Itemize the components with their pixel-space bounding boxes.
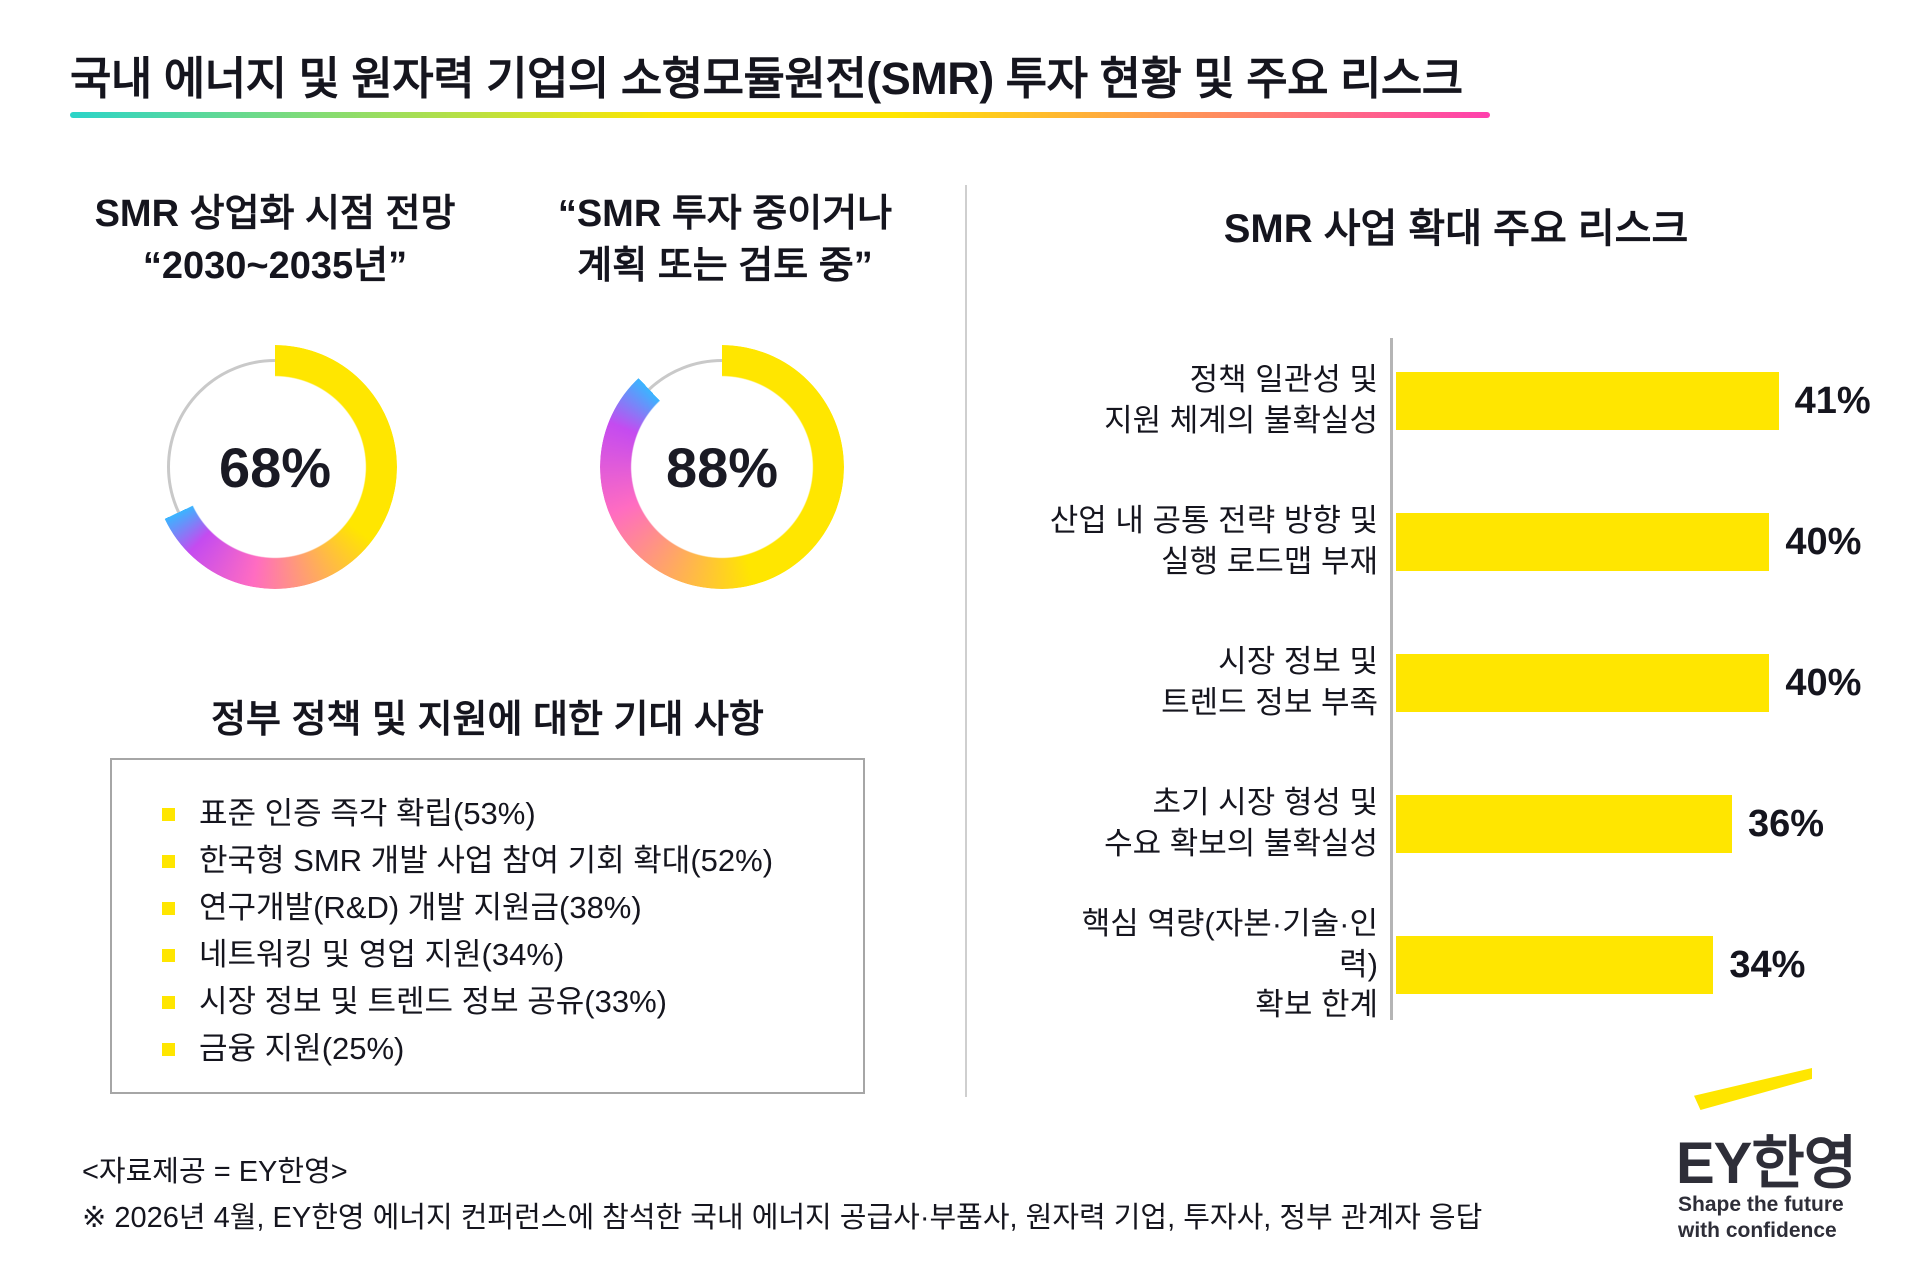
bar-category-line: 산업 내 공통 전략 방향 및 bbox=[1049, 503, 1378, 539]
bar bbox=[1396, 654, 1770, 712]
bar-row: 산업 내 공통 전략 방향 및 실행 로드맵 부재 40% bbox=[1048, 492, 1908, 592]
bar-row: 시장 정보 및 트렌드 정보 부족 40% bbox=[1048, 633, 1908, 733]
bar-category-line: 확보 한계 bbox=[1255, 987, 1378, 1023]
bar-category-label: 산업 내 공통 전략 방향 및 실행 로드맵 부재 bbox=[1048, 501, 1378, 583]
bar-category-label: 초기 시장 형성 및 수요 확보의 불확실성 bbox=[1048, 783, 1378, 865]
bullet-square-icon bbox=[162, 901, 175, 915]
list-item: 시장 정보 및 트렌드 정보 공유(33%) bbox=[162, 984, 835, 1020]
bar-category-label: 정책 일관성 및 지원 체계의 불확실성 bbox=[1048, 360, 1378, 442]
bullet-square-icon bbox=[162, 995, 175, 1009]
risk-chart-axis bbox=[1390, 338, 1393, 1020]
section-divider bbox=[965, 185, 967, 1097]
bar-value-label: 36% bbox=[1748, 802, 1825, 845]
bar-category-label: 시장 정보 및 트렌드 정보 부족 bbox=[1048, 642, 1378, 724]
list-item-label: 네트워킹 및 영업 지원(34%) bbox=[199, 937, 565, 972]
donut-title-investment: “SMR 투자 중이거나 계획 또는 검토 중” bbox=[505, 188, 945, 293]
ey-tagline-line: Shape the future bbox=[1678, 1193, 1844, 1216]
bullet-square-icon bbox=[162, 807, 175, 821]
donut-title-line: “SMR 투자 중이거나 bbox=[557, 193, 893, 235]
bar-value-label: 40% bbox=[1785, 661, 1862, 704]
source-text: <자료제공 = EY한영> bbox=[82, 1156, 348, 1188]
expectations-list: 표준 인증 즉각 확립(53%) 한국형 SMR 개발 사업 참여 기회 확대(… bbox=[112, 760, 863, 1067]
bar-value-label: 40% bbox=[1785, 520, 1862, 563]
bar-track: 36% bbox=[1396, 795, 1824, 853]
bar-category-line: 지원 체계의 불확실성 bbox=[1104, 403, 1378, 438]
list-item-label: 한국형 SMR 개발 사업 참여 기회 확대(52%) bbox=[199, 843, 774, 878]
bar-category-line: 핵심 역량(자본·기술·인력) bbox=[1081, 905, 1378, 982]
title-underline bbox=[70, 112, 1490, 118]
list-item: 한국형 SMR 개발 사업 참여 기회 확대(52%) bbox=[162, 843, 835, 879]
bar-value-label: 34% bbox=[1729, 943, 1806, 986]
bar-category-line: 정책 일관성 및 bbox=[1189, 362, 1378, 398]
bar-track: 34% bbox=[1396, 936, 1816, 994]
donut-center-label: 68% bbox=[218, 435, 332, 499]
ey-tagline-line: with confidence bbox=[1678, 1219, 1837, 1243]
list-item: 연구개발(R&D) 개발 지원금(38%) bbox=[162, 890, 835, 926]
note-text: ※ 2026년 4월, EY한영 에너지 컨퍼런스에 참석한 국내 에너지 공급… bbox=[82, 1202, 1483, 1234]
bar-track: 41% bbox=[1396, 372, 1871, 430]
bar bbox=[1396, 795, 1732, 853]
donut-center-label: 88% bbox=[665, 435, 779, 499]
risk-chart-title: SMR 사업 확대 주요 리스크 bbox=[1223, 207, 1689, 251]
bar-category-line: 트렌드 정보 부족 bbox=[1161, 685, 1378, 720]
bar-track: 40% bbox=[1396, 654, 1861, 712]
bar-category-line: 초기 시장 형성 및 bbox=[1152, 785, 1378, 821]
bullet-square-icon bbox=[162, 948, 175, 962]
bar-row: 초기 시장 형성 및 수요 확보의 불확실성 36% bbox=[1048, 774, 1908, 874]
donut-arc bbox=[600, 345, 844, 589]
bullet-square-icon bbox=[162, 1042, 175, 1056]
bar-category-line: 수요 확보의 불확실성 bbox=[1104, 826, 1378, 861]
bullet-square-icon bbox=[162, 854, 175, 868]
donut-title-commercialization: SMR 상업화 시점 전망 “2030~2035년” bbox=[55, 188, 495, 293]
ey-beam-icon bbox=[1694, 1068, 1812, 1110]
donut-arc bbox=[153, 345, 397, 589]
donut-chart-commercialization: 68% bbox=[153, 345, 397, 589]
list-item-label: 표준 인증 즉각 확립(53%) bbox=[199, 796, 536, 831]
bar-row: 핵심 역량(자본·기술·인력) 확보 한계 34% bbox=[1048, 906, 1908, 1023]
page-title: 국내 에너지 및 원자력 기업의 소형모듈원전(SMR) 투자 현황 및 주요 … bbox=[70, 53, 1463, 104]
bar-value-label: 41% bbox=[1794, 379, 1871, 422]
list-item-label: 시장 정보 및 트렌드 정보 공유(33%) bbox=[199, 984, 667, 1019]
donut-title-line: 계획 또는 검토 중” bbox=[577, 245, 873, 288]
ey-logo: EY한영 Shape the future with confidence bbox=[1676, 1068, 1916, 1248]
donut-chart-investment: 88% bbox=[600, 345, 844, 589]
bar-category-line: 시장 정보 및 bbox=[1218, 644, 1378, 680]
bar bbox=[1396, 372, 1779, 430]
bar bbox=[1396, 513, 1770, 571]
ey-tagline: Shape the future with confidence bbox=[1678, 1192, 1844, 1245]
bar-row: 정책 일관성 및 지원 체계의 불확실성 41% bbox=[1048, 351, 1908, 451]
bar-category-line: 실행 로드맵 부재 bbox=[1161, 544, 1378, 579]
ey-brand: EY한영 bbox=[1676, 1131, 1857, 1196]
expectations-title: 정부 정책 및 지원에 대한 기대 사항 bbox=[211, 699, 764, 741]
bar-category-label: 핵심 역량(자본·기술·인력) 확보 한계 bbox=[1048, 904, 1378, 1027]
donut-title-line: “2030~2035년” bbox=[142, 245, 408, 288]
list-item: 금융 지원(25%) bbox=[162, 1031, 835, 1067]
list-item: 네트워킹 및 영업 지원(34%) bbox=[162, 937, 835, 973]
list-item-label: 연구개발(R&D) 개발 지원금(38%) bbox=[199, 890, 642, 925]
list-item: 표준 인증 즉각 확립(53%) bbox=[162, 796, 835, 832]
donut-title-line: SMR 상업화 시점 전망 bbox=[94, 193, 456, 235]
list-item-label: 금융 지원(25%) bbox=[199, 1031, 405, 1066]
bar-track: 40% bbox=[1396, 513, 1861, 571]
expectations-box: 표준 인증 즉각 확립(53%) 한국형 SMR 개발 사업 참여 기회 확대(… bbox=[110, 758, 865, 1094]
bar bbox=[1396, 936, 1714, 994]
